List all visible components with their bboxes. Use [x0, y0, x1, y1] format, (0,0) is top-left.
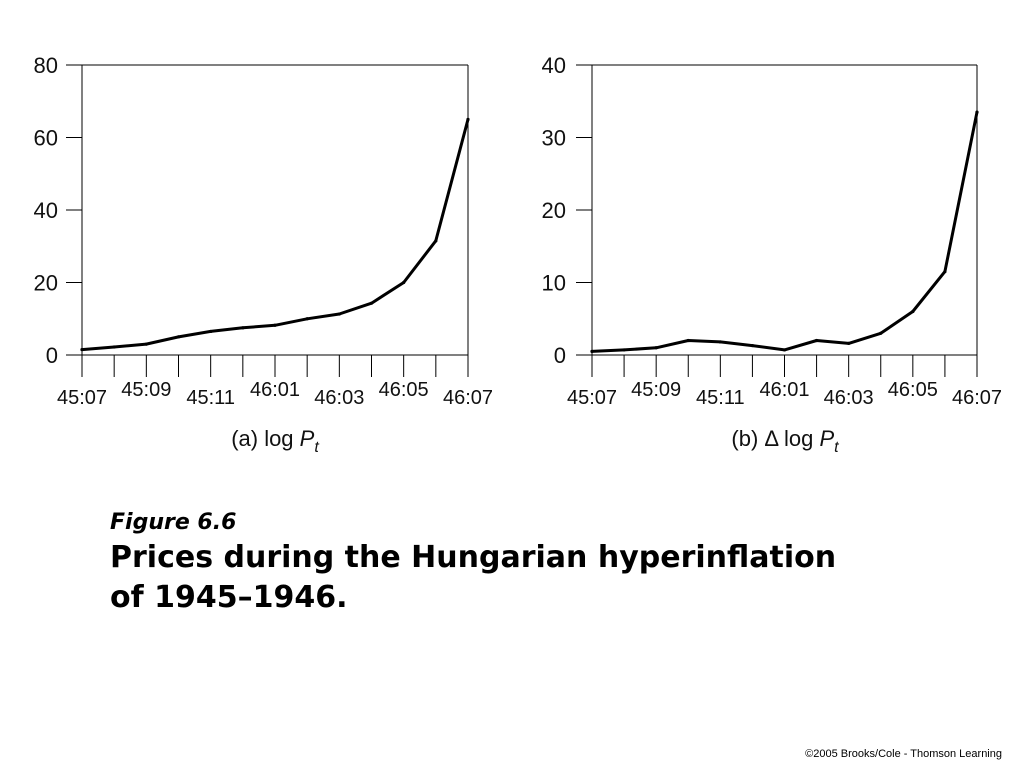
y-tick-label: 10 — [542, 271, 566, 296]
x-tick-label: 45:11 — [696, 387, 745, 409]
x-tick-label: 46:05 — [379, 379, 429, 401]
x-tick-label: 46:07 — [952, 387, 1002, 409]
y-tick-label: 40 — [34, 198, 58, 223]
data-point — [305, 317, 309, 321]
chart-panel-b: 0 10 20 30 40 45:07 45:09 45:11 46:01 46:03 46:05 4… — [542, 53, 1003, 456]
data-point — [273, 323, 277, 327]
x-tick-label: 45:11 — [186, 387, 235, 409]
data-point — [112, 345, 116, 349]
data-point — [622, 348, 626, 352]
data-point — [911, 309, 915, 314]
data-point — [466, 117, 470, 121]
data-point — [847, 341, 851, 345]
data-point — [590, 349, 594, 353]
data-point — [80, 347, 84, 352]
figure-title-line-2: of 1945–1946. — [110, 580, 348, 615]
data-point — [369, 301, 374, 305]
data-point — [750, 343, 755, 348]
data-point — [654, 346, 658, 350]
y-tick-label: 0 — [554, 343, 566, 368]
data-point — [686, 338, 690, 343]
x-tick-label: 46:03 — [824, 387, 874, 409]
x-tick-label: 46:05 — [888, 379, 938, 401]
panel-caption-subscript: t — [314, 439, 319, 456]
series-line — [590, 110, 979, 353]
figure-label: Figure 6.6 — [110, 510, 237, 535]
x-tick-label: 45:07 — [57, 387, 107, 409]
data-point — [718, 340, 722, 344]
data-point — [176, 335, 181, 339]
data-point — [879, 331, 883, 335]
panel-caption-prefix: (b) Δ log — [731, 426, 819, 451]
y-tick-label: 20 — [542, 198, 566, 223]
figure-title-line-1: Prices during the Hungarian hyperinflati… — [110, 540, 837, 575]
copyright-notice: ©2005 Brooks/Cole - Thomson Learning — [805, 748, 1002, 760]
x-tick-label: 46:01 — [250, 379, 300, 401]
figure-caption: Figure 6.6 Prices during the Hungarian h… — [110, 508, 970, 618]
data-point — [943, 270, 947, 274]
chart-panel-a: 0 20 40 60 80 45:07 45:09 45:11 46:01 46:03 46:05 4… — [34, 53, 494, 456]
data-point — [209, 329, 213, 334]
panel-caption-variable: P — [300, 426, 315, 451]
series-line — [80, 117, 470, 352]
panel-caption: (b) Δ log Pt — [731, 426, 839, 456]
data-point — [144, 342, 148, 346]
panel-caption-subscript: t — [834, 439, 839, 456]
data-point — [434, 239, 438, 243]
y-tick-label: 80 — [34, 53, 58, 78]
y-tick-label: 60 — [34, 126, 58, 151]
data-point — [337, 312, 341, 316]
x-tick-label: 45:07 — [567, 387, 617, 409]
data-point — [782, 348, 787, 352]
x-tick-label: 45:09 — [631, 379, 681, 401]
y-tick-label: 0 — [46, 343, 58, 368]
panel-caption-prefix: (a) log — [231, 426, 299, 451]
y-tick-label: 40 — [542, 53, 566, 78]
x-tick-label: 46:03 — [314, 387, 364, 409]
data-point — [402, 280, 406, 285]
data-point — [814, 338, 819, 343]
panel-caption: (a) log Pt — [231, 426, 319, 456]
x-tick-label: 46:07 — [443, 387, 493, 409]
x-tick-label: 46:01 — [759, 379, 809, 401]
y-tick-label: 20 — [34, 271, 58, 296]
x-tick-label: 45:09 — [121, 379, 171, 401]
charts-area: 0 20 40 60 80 45:07 45:09 45:11 46:01 46:03 46:05 4… — [34, 53, 1003, 456]
data-point — [241, 326, 245, 330]
panel-caption-variable: P — [819, 426, 834, 451]
data-point — [975, 110, 979, 114]
y-tick-label: 30 — [542, 126, 566, 151]
